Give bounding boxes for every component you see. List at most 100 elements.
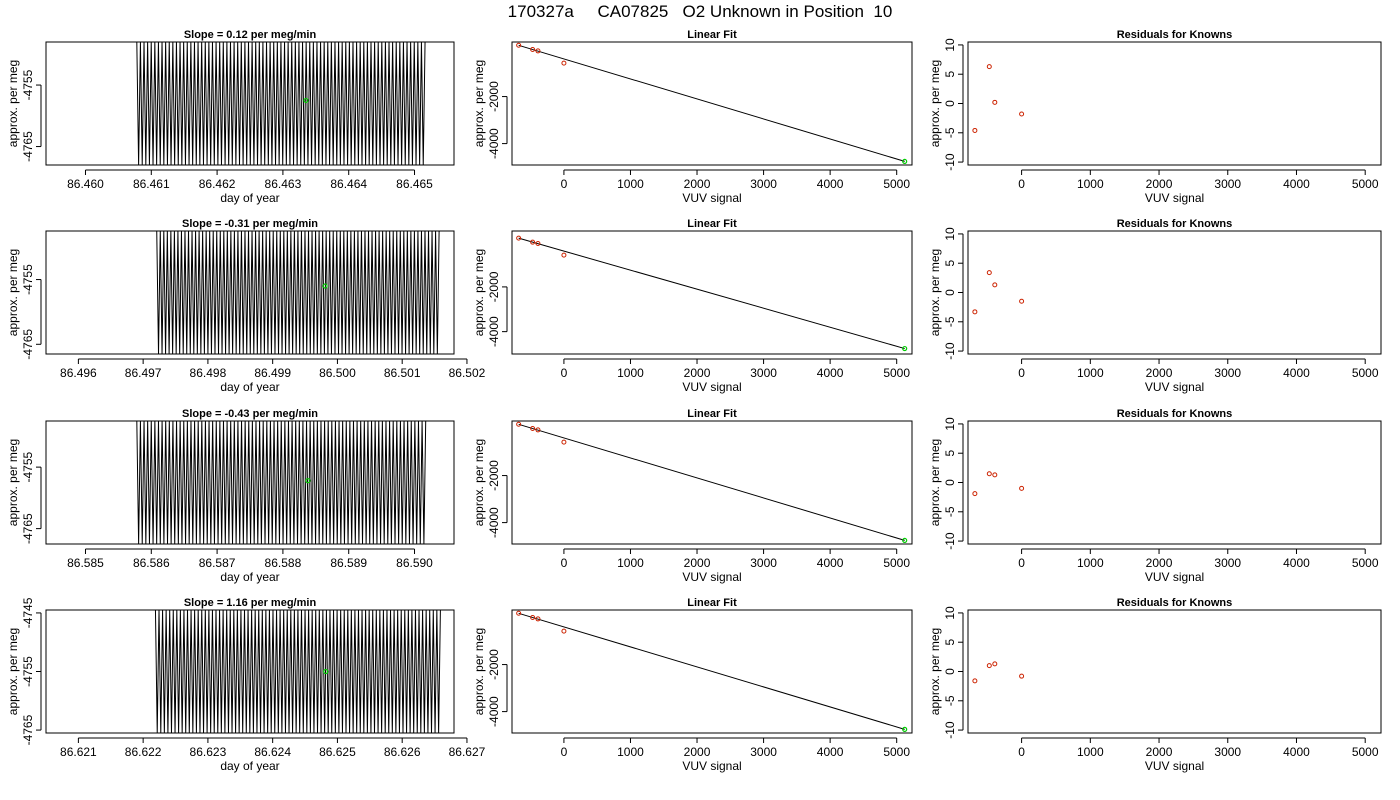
x-tick-label: 0: [561, 556, 568, 570]
unknown-point: [902, 726, 908, 732]
x-tick-label: 0: [1018, 556, 1025, 570]
x-tick-label: 86.501: [384, 366, 421, 380]
y-tick-label: 0: [943, 100, 957, 107]
plot-area: [156, 231, 440, 354]
x-tick-label: 0: [561, 366, 568, 380]
plot-frame: [967, 41, 1382, 166]
known-point: [530, 615, 536, 621]
fit-line: [518, 423, 905, 541]
y-tick-label: -4755: [21, 264, 35, 295]
x-tick-label: 3000: [750, 745, 777, 759]
y-tick-label: -10: [943, 532, 957, 550]
x-tick-label: 86.500: [319, 366, 356, 380]
y-tick-label: -4765: [21, 513, 35, 544]
x-axis-label: VUV signal: [682, 380, 741, 394]
known-point: [561, 439, 567, 445]
y-tick-label: -4765: [21, 714, 35, 745]
drift-trace-line: [136, 42, 426, 165]
y-tick-label: -5: [943, 127, 957, 138]
panel-linear-fit-row-2: Linear Fit 0 1000 2000 3000 4000 5000 VUV signa…: [472, 218, 913, 394]
known-point: [986, 471, 992, 477]
x-tick-label: 1000: [1077, 556, 1104, 570]
known-point: [516, 421, 522, 427]
x-tick-label: 2000: [684, 177, 711, 191]
x-axis-label: day of year: [220, 759, 279, 773]
fit-line: [518, 612, 905, 730]
x-tick-label: 86.463: [265, 177, 302, 191]
plot-frame: [45, 230, 455, 355]
x-tick-label: 1000: [1077, 745, 1104, 759]
plot-frame: [967, 609, 1382, 734]
y-tick-label: 5: [943, 450, 957, 457]
known-point: [516, 235, 522, 241]
x-axis: 0 1000 2000 3000 4000 5000 VUV signal: [561, 737, 910, 773]
x-tick-label: 86.465: [396, 177, 433, 191]
x-tick-label: 86.585: [67, 556, 104, 570]
panel-title: Linear Fit: [687, 408, 737, 420]
known-point: [535, 48, 541, 54]
x-tick-label: 5000: [1352, 177, 1379, 191]
y-tick-label: -4765: [21, 329, 35, 360]
x-tick-label: 1000: [617, 366, 644, 380]
x-axis-label: VUV signal: [1145, 191, 1204, 205]
x-axis: 86.460 86.461 86.462 86.463 86.464 86.465 day …: [67, 169, 433, 205]
y-tick-label: 0: [943, 479, 957, 486]
x-tick-label: 5000: [1352, 745, 1379, 759]
y-tick-label: 5: [943, 639, 957, 646]
panel-title: Linear Fit: [687, 29, 737, 41]
x-axis: 0 1000 2000 3000 4000 5000 VUV signal: [1018, 737, 1379, 773]
plot-frame: [511, 230, 913, 355]
x-tick-label: 3000: [750, 556, 777, 570]
known-point: [992, 282, 998, 288]
x-tick-label: 86.623: [190, 745, 227, 759]
panel-title: Linear Fit: [687, 218, 737, 230]
x-tick-label: 0: [561, 745, 568, 759]
plot-area: [972, 471, 1025, 497]
panel-title: Slope = 1.16 per meg/min: [184, 597, 317, 609]
y-tick-label: 0: [943, 668, 957, 675]
x-axis-label: VUV signal: [682, 191, 741, 205]
x-tick-label: 5000: [883, 745, 910, 759]
known-point: [972, 678, 978, 684]
x-axis-label: day of year: [220, 191, 279, 205]
panel-title: Slope = -0.31 per meg/min: [182, 218, 318, 230]
y-axis-label: approx. per meg: [6, 60, 20, 147]
known-point: [1019, 111, 1025, 117]
plot-area: [516, 421, 908, 544]
x-tick-label: 5000: [1352, 366, 1379, 380]
x-tick-label: 0: [561, 177, 568, 191]
x-axis: 86.496 86.497 86.498 86.499 86.500 86.501 86.5…: [60, 358, 486, 394]
y-axis-label: approx. per meg: [6, 439, 20, 526]
y-axis-label: approx. per meg: [472, 249, 486, 336]
y-axis-label: approx. per meg: [472, 439, 486, 526]
x-tick-label: 86.625: [319, 745, 356, 759]
x-axis: 0 1000 2000 3000 4000 5000 VUV signal: [561, 169, 910, 205]
y-tick-label: -10: [943, 342, 957, 360]
unknown-point: [902, 345, 908, 352]
plot-area: [154, 610, 441, 733]
x-tick-label: 86.496: [60, 366, 97, 380]
plot-frame: [45, 41, 455, 166]
x-tick-label: 3000: [1214, 556, 1241, 570]
known-point: [986, 663, 992, 669]
x-tick-label: 86.502: [449, 366, 486, 380]
unknown-marker-point: [323, 668, 329, 675]
fit-line: [518, 237, 905, 350]
y-axis-label: approx. per meg: [928, 249, 942, 336]
known-point: [1019, 673, 1025, 679]
plot-area: [516, 42, 908, 165]
x-tick-label: 86.624: [254, 745, 291, 759]
known-point: [535, 427, 541, 433]
y-tick-label: -5: [943, 506, 957, 517]
x-tick-label: 2000: [684, 556, 711, 570]
x-axis-label: VUV signal: [1145, 380, 1204, 394]
